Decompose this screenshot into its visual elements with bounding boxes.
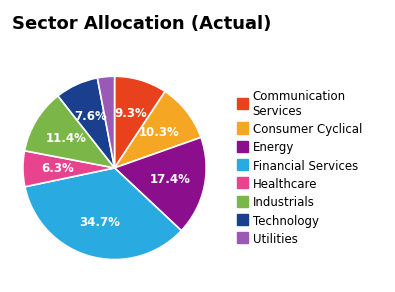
Wedge shape [58,78,115,168]
Text: Sector Allocation (Actual): Sector Allocation (Actual) [12,15,271,33]
Text: 9.3%: 9.3% [115,107,147,120]
Legend: Communication
Services, Consumer Cyclical, Energy, Financial Services, Healthcar: Communication Services, Consumer Cyclica… [235,87,365,248]
Text: 6.3%: 6.3% [41,162,74,175]
Wedge shape [98,76,115,168]
Wedge shape [25,168,181,260]
Wedge shape [24,96,115,168]
Wedge shape [23,151,115,187]
Text: 34.7%: 34.7% [79,216,120,229]
Text: 10.3%: 10.3% [139,126,180,140]
Text: 17.4%: 17.4% [150,173,190,186]
Text: 11.4%: 11.4% [45,132,87,145]
Text: 7.6%: 7.6% [75,110,107,123]
Wedge shape [115,91,201,168]
Wedge shape [115,138,206,231]
Wedge shape [115,76,165,168]
